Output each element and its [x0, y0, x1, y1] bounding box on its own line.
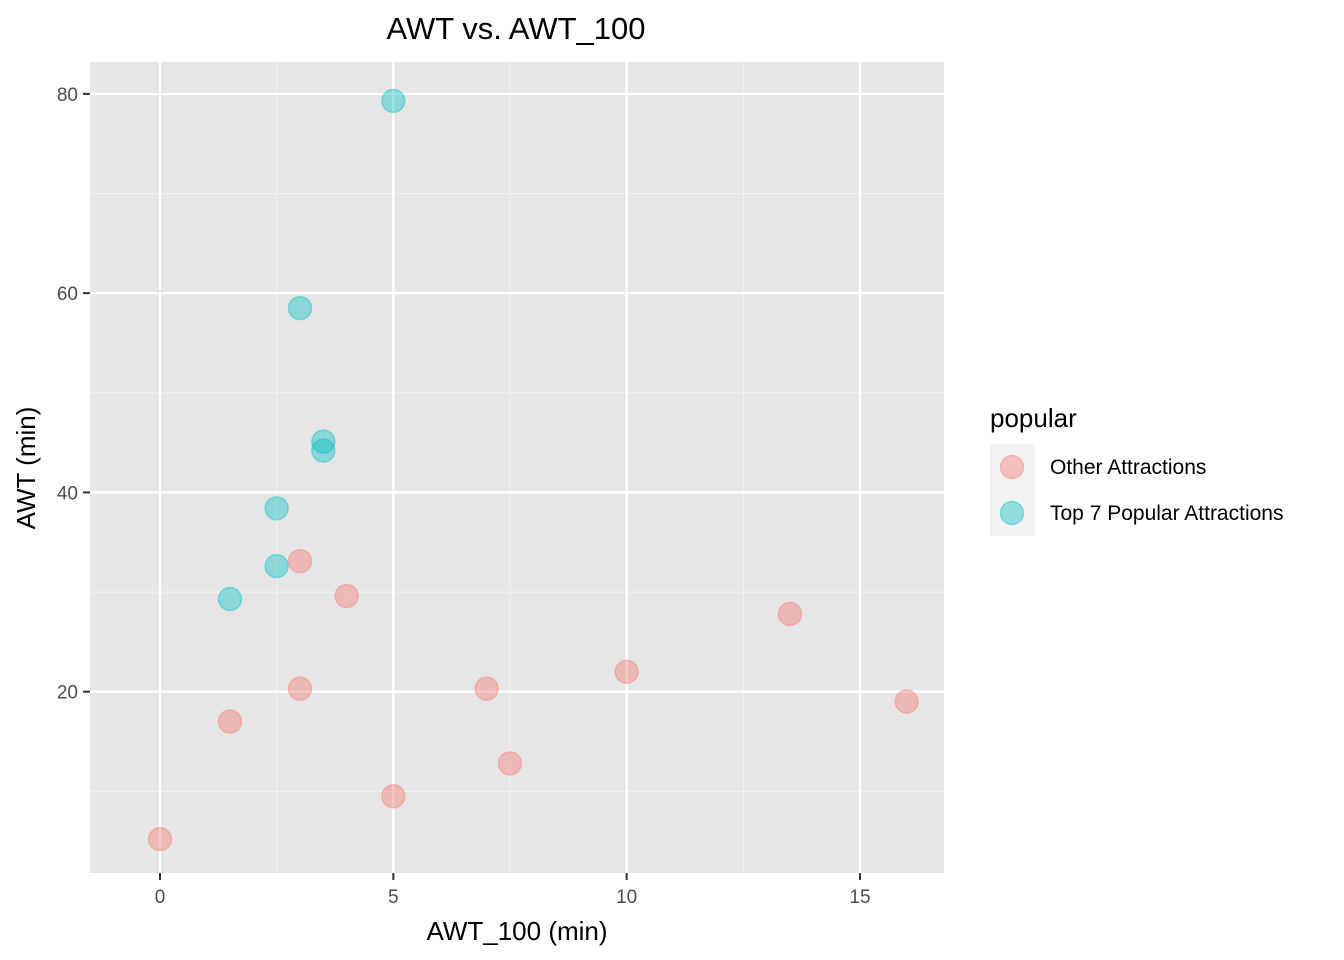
data-point-series-1 [287, 676, 313, 701]
legend-key-series-2 [999, 500, 1025, 526]
x-tick-label: 5 [388, 887, 399, 908]
y-tick-label: 20 [57, 683, 78, 704]
chart-title: AWT vs. AWT_100 [387, 11, 646, 46]
legend-key-series-1 [999, 454, 1025, 480]
x-tick-label: 10 [616, 887, 637, 908]
plot-panel [90, 62, 944, 873]
data-point-series-1 [217, 709, 243, 734]
legend-label-series-2: Top 7 Popular Attractions [1050, 502, 1283, 525]
y-axis: 20 40 60 80 [57, 85, 90, 704]
data-point-series-1 [381, 784, 406, 809]
data-point-series-2 [264, 496, 289, 521]
y-axis-title: AWT (min) [11, 407, 41, 530]
legend: popular Other Attractions Top 7 Popular A… [990, 403, 1283, 536]
data-point-series-1 [474, 676, 499, 701]
data-point-series-2 [217, 586, 243, 612]
data-point-series-2 [287, 295, 313, 321]
data-point-series-2 [311, 429, 336, 454]
data-point-series-2 [311, 438, 336, 463]
minor-gridlines [90, 62, 944, 873]
y-tick-label: 40 [57, 483, 78, 504]
legend-items: Other Attractions Top 7 Popular Attractio… [999, 454, 1283, 526]
x-tick-label: 15 [849, 887, 870, 908]
data-point-series-1 [497, 751, 523, 776]
legend-label-series-1: Other Attractions [1050, 456, 1206, 479]
legend-key-background [990, 444, 1035, 536]
data-point-series-2 [264, 553, 289, 579]
y-tick-label: 60 [57, 284, 78, 305]
x-axis-title: AWT_100 (min) [426, 916, 607, 946]
legend-title: popular [990, 403, 1077, 433]
data-point-series-1 [334, 583, 359, 609]
data-point-series-2 [381, 88, 406, 114]
x-axis: 0 5 10 15 [155, 873, 871, 908]
major-gridlines [90, 62, 944, 873]
data-point-series-1 [614, 659, 639, 684]
data-point-series-1 [287, 548, 313, 574]
data-point-series-1 [147, 826, 173, 852]
data-point-series-1 [894, 689, 919, 714]
data-points [147, 88, 919, 852]
x-tick-label: 0 [155, 887, 166, 908]
data-point-series-1 [777, 601, 803, 627]
y-tick-label: 80 [57, 85, 78, 106]
